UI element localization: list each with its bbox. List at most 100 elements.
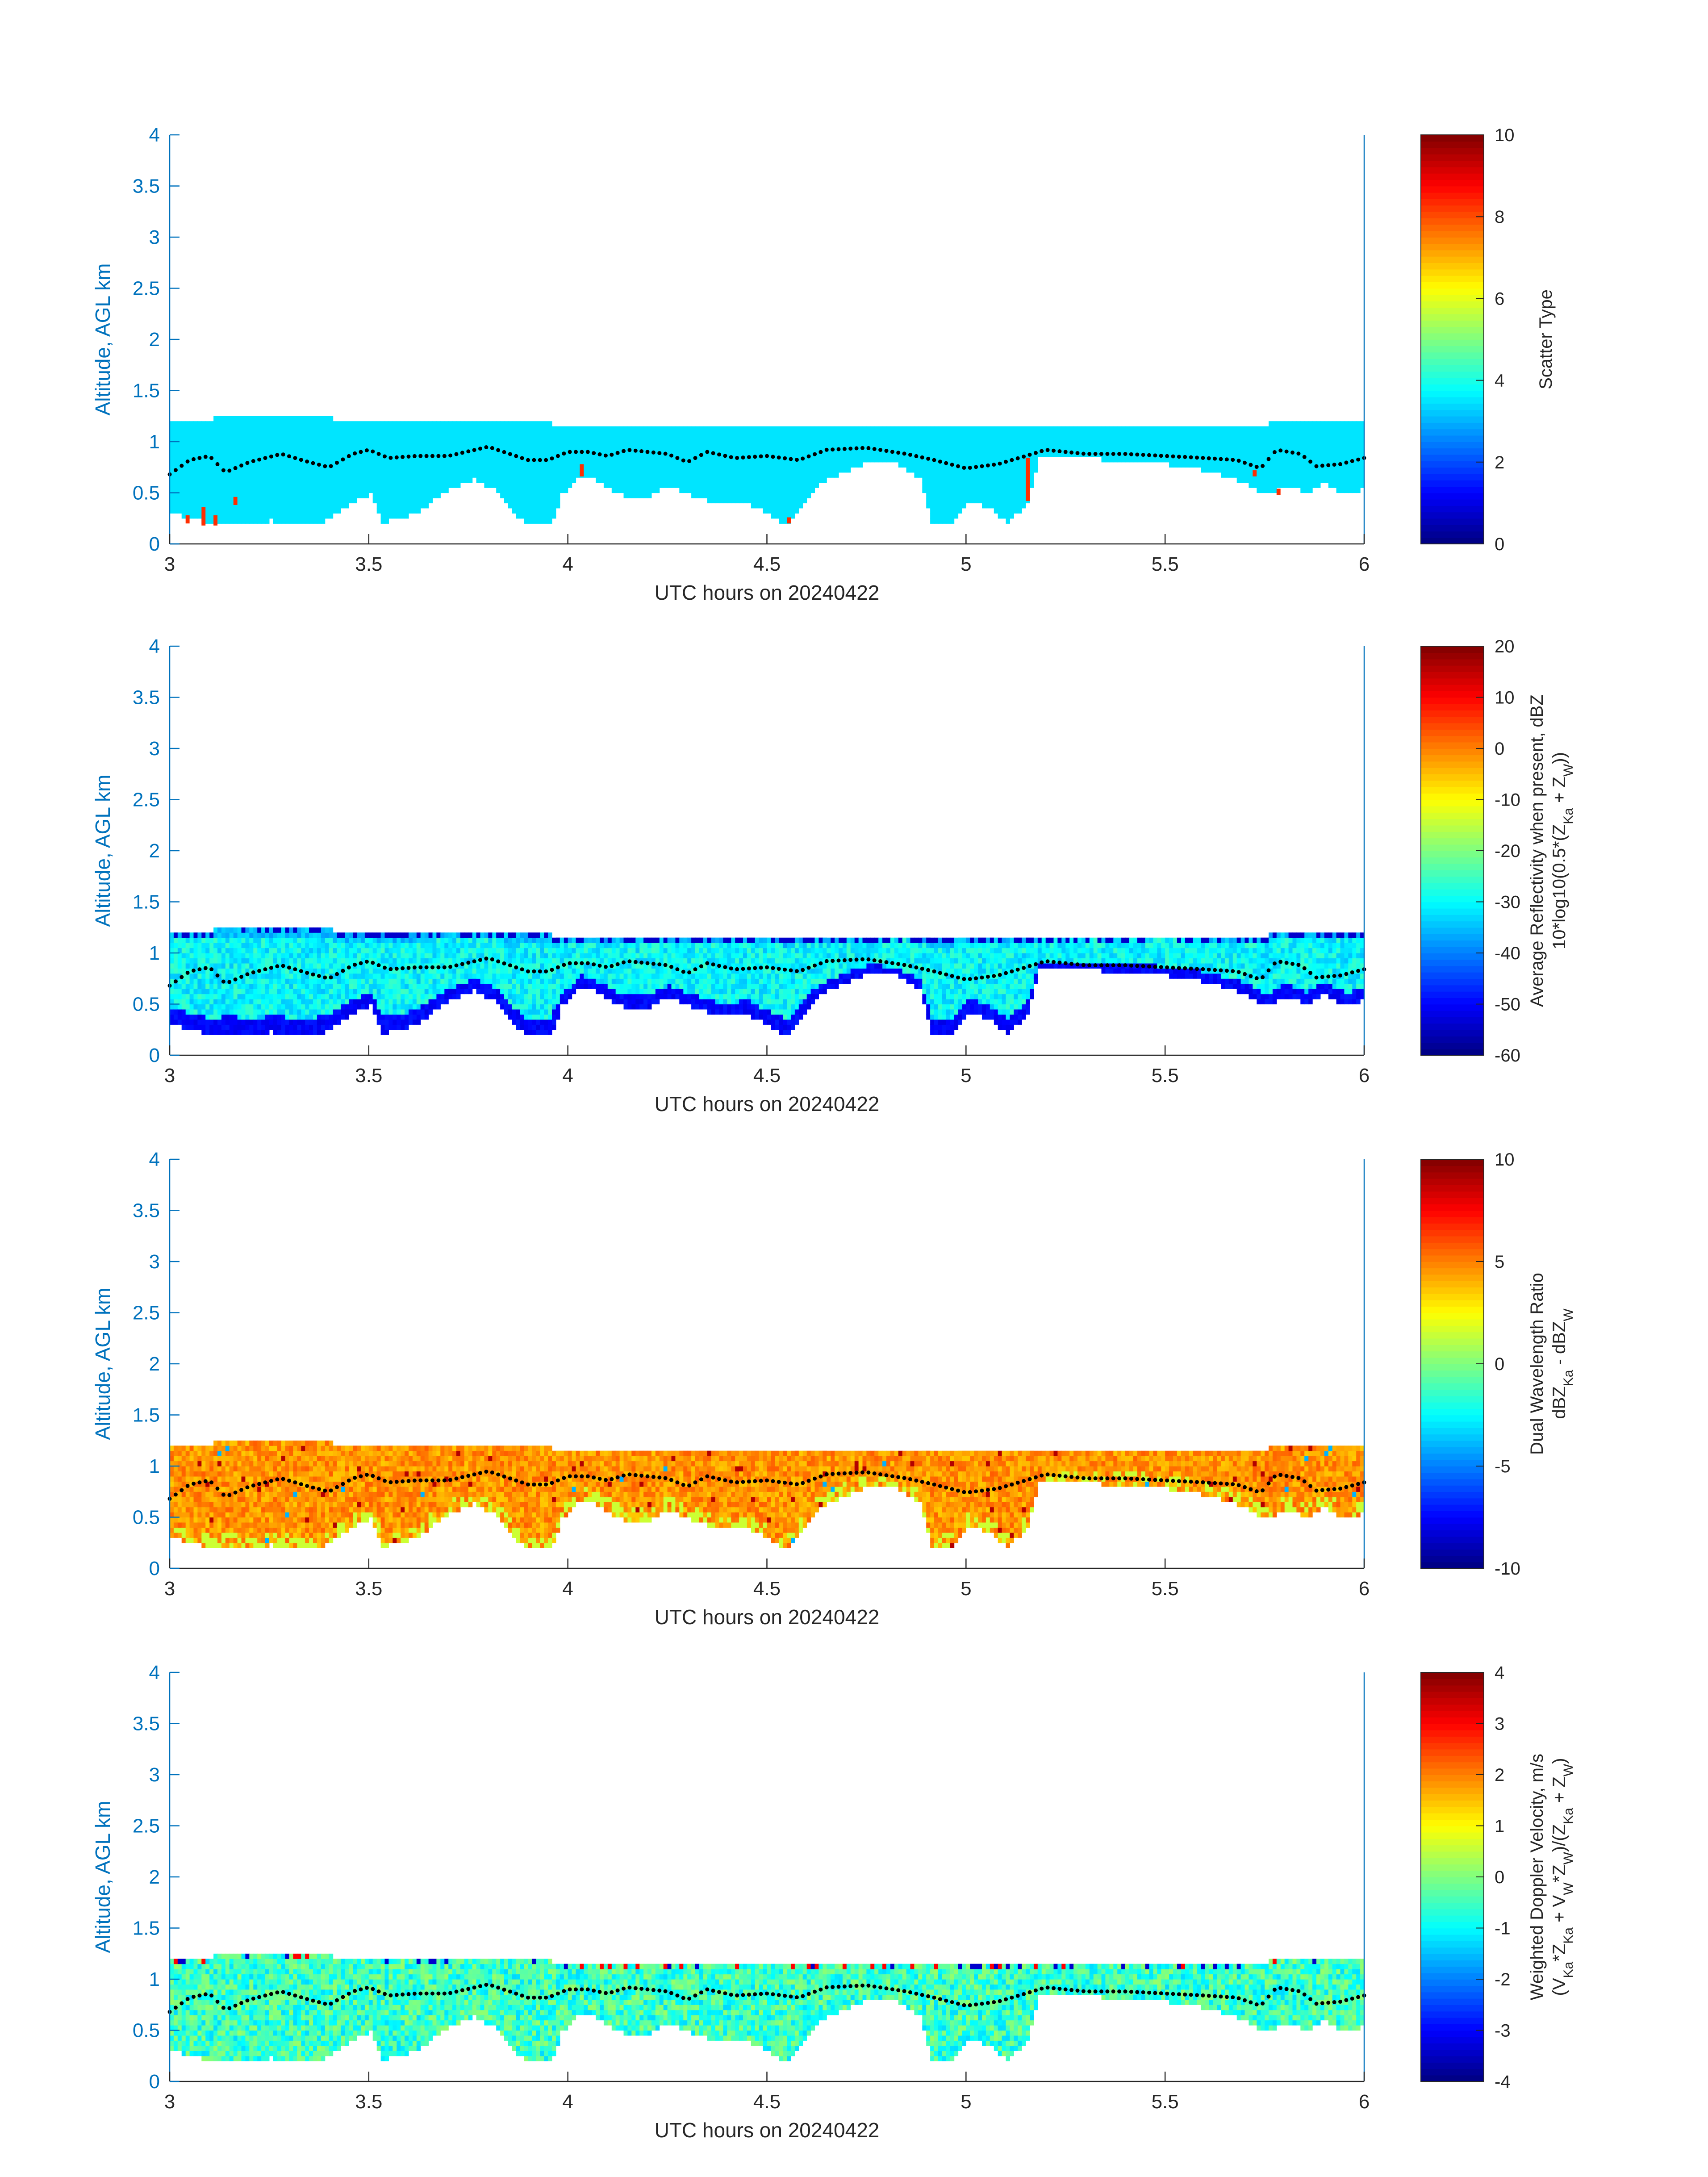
heatmap-cell	[855, 457, 859, 462]
heatmap-cell	[946, 477, 951, 483]
heatmap-cell	[361, 442, 365, 447]
heatmap-cell	[827, 472, 831, 478]
heatmap-cell	[1133, 442, 1138, 447]
heatmap-cell	[285, 431, 290, 437]
heatmap-cell	[759, 431, 764, 437]
heatmap-cell	[751, 467, 756, 472]
heatmap-cell	[170, 503, 174, 508]
heatmap-cell	[1344, 488, 1349, 493]
heatmap-cell	[970, 488, 974, 493]
heatmap-cell	[799, 462, 803, 468]
heatmap-cell	[1269, 472, 1273, 478]
heatmap-cell	[631, 472, 636, 478]
heatmap-cell	[245, 472, 250, 478]
heatmap-cell	[1336, 452, 1341, 457]
colorbar-swatch	[1421, 224, 1484, 231]
heatmap-cell	[174, 472, 178, 478]
heatmap-cell	[197, 974, 202, 979]
heatmap-cell	[230, 943, 234, 948]
heatmap-cell	[564, 472, 568, 478]
heatmap-cell	[365, 472, 369, 478]
heatmap-cell	[337, 437, 342, 442]
heatmap-cell	[504, 467, 509, 472]
heatmap-cell	[548, 462, 552, 468]
heatmap-cell	[249, 989, 254, 994]
heatmap-cell	[289, 447, 294, 452]
heatmap-cell	[213, 416, 218, 422]
heatmap-cell	[986, 442, 990, 447]
heatmap-cell	[512, 431, 517, 437]
heatmap-cell	[600, 467, 604, 472]
heatmap-cell	[238, 477, 242, 483]
heatmap-cell	[194, 1009, 198, 1015]
heatmap-cell	[1098, 437, 1102, 442]
heatmap-cell	[1261, 452, 1265, 457]
heatmap-cell	[194, 442, 198, 447]
heatmap-cell	[297, 421, 301, 426]
heatmap-cell	[631, 426, 636, 432]
heatmap-cell	[178, 932, 182, 938]
heatmap-cell	[242, 1009, 246, 1015]
heatmap-cell	[417, 483, 421, 488]
cloud-base-marker	[526, 458, 530, 462]
heatmap-cell	[285, 472, 290, 478]
heatmap-cell	[668, 483, 672, 488]
heatmap-cell	[627, 462, 632, 468]
heatmap-cell	[950, 493, 955, 498]
heatmap-cell	[277, 416, 282, 422]
heatmap-cell	[755, 472, 760, 478]
heatmap-cell	[500, 431, 505, 437]
heatmap-cell	[341, 483, 345, 488]
heatmap-cell	[456, 483, 461, 488]
heatmap-cell	[245, 1014, 250, 1020]
heatmap-cell	[313, 442, 317, 447]
heatmap-cell	[329, 431, 334, 437]
heatmap-cell	[584, 472, 588, 478]
heatmap-cell	[1233, 462, 1237, 468]
heatmap-cell	[170, 1004, 174, 1010]
heatmap-cell	[245, 447, 250, 452]
heatmap-cell	[831, 472, 835, 478]
heatmap-cell	[1161, 457, 1165, 462]
heatmap-cell	[990, 488, 994, 493]
heatmap-cell	[197, 948, 202, 953]
heatmap-cell	[1265, 426, 1269, 432]
heatmap-cell	[508, 431, 513, 437]
heatmap-cell	[337, 477, 342, 483]
heatmap-cell	[560, 442, 564, 447]
heatmap-cell	[1269, 467, 1273, 472]
heatmap-cell	[759, 472, 764, 478]
heatmap-cell	[548, 426, 552, 432]
heatmap-cell	[1022, 477, 1026, 483]
heatmap-cell	[186, 477, 190, 483]
cloud-base-marker	[998, 462, 1002, 466]
heatmap-cell	[687, 488, 692, 493]
heatmap-cell	[213, 943, 218, 948]
heatmap-cell	[970, 493, 974, 498]
heatmap-cell	[245, 442, 250, 447]
heatmap-cell	[201, 462, 206, 468]
heatmap-cell	[508, 477, 513, 483]
heatmap-cell	[592, 437, 596, 442]
heatmap-cell	[998, 498, 1002, 503]
heatmap-cell	[409, 477, 413, 483]
heatmap-cell	[333, 493, 338, 498]
colorbar-swatch	[1421, 525, 1484, 531]
heatmap-cell	[281, 431, 286, 437]
scatter-anomaly-cell	[186, 515, 190, 523]
heatmap-cell	[1300, 483, 1305, 488]
heatmap-cell	[1113, 442, 1118, 447]
heatmap-cell	[942, 437, 947, 442]
heatmap-cell	[313, 421, 317, 426]
heatmap-cell	[1121, 442, 1126, 447]
heatmap-cell	[1332, 452, 1337, 457]
heatmap-cell	[373, 442, 377, 447]
y-tick-label: 2	[149, 329, 160, 351]
heatmap-cell	[1090, 426, 1094, 432]
heatmap-cell	[1300, 467, 1305, 472]
heatmap-cell	[230, 447, 234, 452]
heatmap-cell	[1010, 467, 1014, 472]
heatmap-cell	[257, 974, 262, 979]
heatmap-cell	[221, 498, 226, 503]
heatmap-cell	[452, 472, 457, 478]
